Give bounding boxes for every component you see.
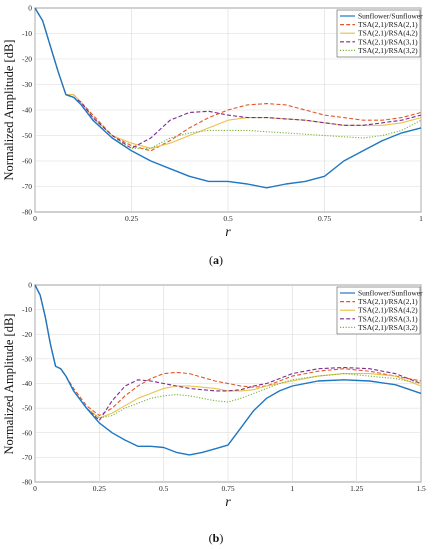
series-group-a	[34, 7, 422, 189]
y-tick-label: -30	[22, 354, 32, 363]
x-tick-label: 0	[33, 214, 37, 223]
y-tick-label: -10	[22, 305, 32, 314]
x-tick-label: 0.25	[93, 484, 106, 493]
legend-b: Sunflower/SunflowerTSA(2,1)/RSA(2,1)TSA(…	[336, 286, 423, 335]
legend-label-sunflower: Sunflower/Sunflower	[358, 289, 423, 298]
y-tick-label: -40	[22, 379, 32, 388]
y-axis-label-a: Normalized Amplitude [dB]	[2, 40, 16, 181]
caption-b: (b)	[209, 531, 224, 545]
series-line-tsa_rsa32	[34, 284, 422, 419]
legend-label-tsa_rsa32: TSA(2,1)/RSA(3,2)	[358, 46, 418, 55]
legend-label-tsa_rsa21: TSA(2,1)/RSA(2,1)	[358, 297, 418, 306]
x-tick-label: 0.75	[318, 214, 331, 223]
y-tick-label: -40	[22, 106, 32, 115]
x-tick-label: 0	[33, 484, 37, 493]
series-line-tsa_rsa21	[34, 7, 422, 152]
y-tick-label: -50	[22, 404, 32, 413]
series-line-sunflower	[34, 284, 422, 456]
y-tick-label: -10	[22, 29, 32, 38]
y-tick-label: -70	[22, 453, 32, 462]
x-tick-label: 1.5	[416, 484, 426, 493]
x-tick-label: 0.75	[221, 484, 234, 493]
series-line-sunflower	[34, 7, 422, 189]
x-tick-label: 0.5	[159, 484, 169, 493]
y-tick-label: -60	[22, 157, 32, 166]
y-tick-label: 0	[28, 4, 32, 13]
y-tick-label: -70	[22, 182, 32, 191]
legend-label-tsa_rsa31: TSA(2,1)/RSA(3,1)	[358, 314, 418, 323]
ticks-a: 0 0.25 0.5 0.75 1 0 -10 -20 -30 -40 -50 -60 -70 -80	[22, 4, 423, 223]
caption-letter-a: a	[213, 253, 219, 267]
legend-label-tsa_rsa21: TSA(2,1)/RSA(2,1)	[358, 20, 418, 29]
x-tick-label: 1.25	[350, 484, 363, 493]
y-tick-label: -80	[22, 208, 32, 217]
legend-label-tsa_rsa42: TSA(2,1)/RSA(4,2)	[358, 306, 418, 315]
legend-label-tsa_rsa32: TSA(2,1)/RSA(3,2)	[358, 323, 418, 332]
legend-label-tsa_rsa42: TSA(2,1)/RSA(4,2)	[358, 29, 418, 38]
y-tick-label: 0	[28, 281, 32, 290]
legend-label-tsa_rsa31: TSA(2,1)/RSA(3,1)	[358, 37, 418, 46]
x-axis-label-a: r	[225, 225, 231, 240]
x-tick-label: 0.25	[125, 214, 138, 223]
grid-b	[34, 284, 422, 483]
x-tick-label: 1	[419, 214, 423, 223]
y-tick-label: -30	[22, 80, 32, 89]
caption-a: (a)	[209, 253, 223, 267]
chart-panel-b: 0 0.25 0.5 0.75 1 1.25 1.5 0 -10 -20 -30 -40 -50 -60 -…	[2, 281, 426, 545]
y-axis-label-b: Normalized Amplitude [dB]	[2, 314, 16, 455]
y-tick-label: -50	[22, 131, 32, 140]
x-axis-label-b: r	[225, 495, 231, 510]
legend-a: Sunflower/SunflowerTSA(2,1)/RSA(2,1)TSA(…	[336, 9, 423, 58]
series-group-b	[34, 284, 422, 456]
y-tick-label: -20	[22, 55, 32, 64]
x-tick-label: 1	[290, 484, 294, 493]
chart-panel-a: 0 0.25 0.5 0.75 1 0 -10 -20 -30 -40 -50 -60 -70 -80 N…	[2, 4, 423, 267]
ticks-b: 0 0.25 0.5 0.75 1 1.25 1.5 0 -10 -20 -30 -40 -50 -60 -…	[22, 281, 426, 493]
y-tick-label: -20	[22, 330, 32, 339]
y-tick-label: -60	[22, 428, 32, 437]
legend-label-sunflower: Sunflower/Sunflower	[358, 12, 423, 21]
y-tick-label: -80	[22, 478, 32, 487]
caption-letter-b: b	[213, 531, 220, 545]
x-tick-label: 0.5	[223, 214, 233, 223]
